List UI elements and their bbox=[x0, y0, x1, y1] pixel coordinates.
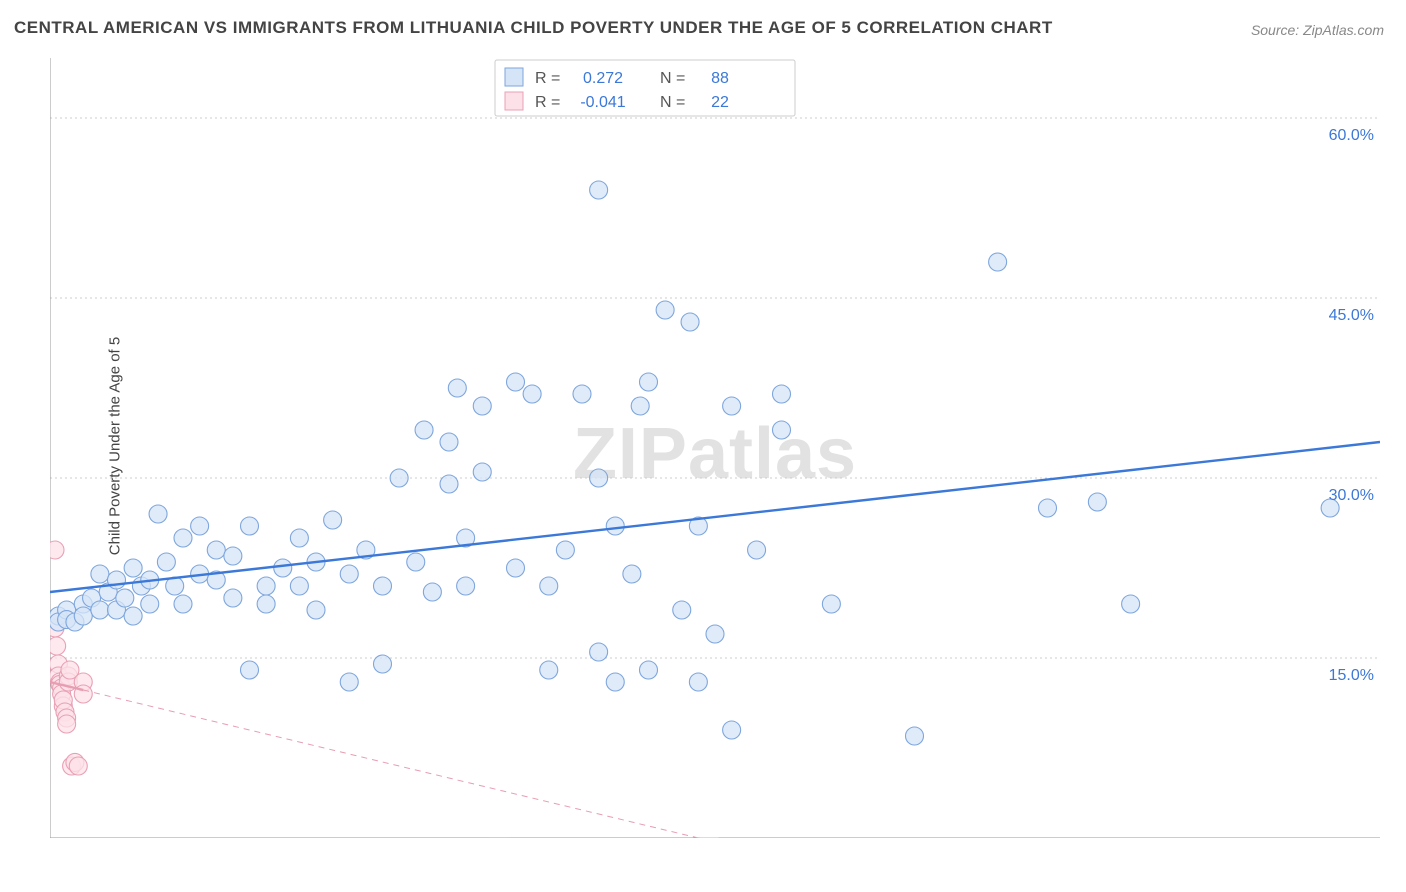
chart-svg: ZIPatlas 15.0%30.0%45.0%60.0% 0.0% 80.0%… bbox=[50, 58, 1380, 838]
data-point bbox=[1122, 595, 1140, 613]
data-point bbox=[415, 421, 433, 439]
data-point bbox=[274, 559, 292, 577]
data-point bbox=[590, 181, 608, 199]
data-point bbox=[116, 589, 134, 607]
data-point bbox=[50, 637, 66, 655]
data-point bbox=[989, 253, 1007, 271]
data-point bbox=[91, 601, 109, 619]
stats-n-blue: 88 bbox=[711, 70, 729, 87]
data-point bbox=[507, 559, 525, 577]
stats-n-pink: 22 bbox=[711, 94, 729, 111]
y-tick-label: 45.0% bbox=[1329, 307, 1374, 324]
y-tick-label: 60.0% bbox=[1329, 127, 1374, 144]
data-point bbox=[1088, 493, 1106, 511]
data-point bbox=[689, 673, 707, 691]
data-point bbox=[241, 661, 259, 679]
chart-title: CENTRAL AMERICAN VS IMMIGRANTS FROM LITH… bbox=[14, 18, 1053, 38]
data-point bbox=[540, 577, 558, 595]
data-point bbox=[623, 565, 641, 583]
data-point bbox=[174, 595, 192, 613]
data-point bbox=[723, 397, 741, 415]
data-point bbox=[681, 313, 699, 331]
data-point bbox=[91, 565, 109, 583]
data-point bbox=[523, 385, 541, 403]
data-point bbox=[224, 547, 242, 565]
data-point bbox=[50, 541, 64, 559]
data-point bbox=[723, 721, 741, 739]
data-point bbox=[241, 517, 259, 535]
correlation-stats-box: R = 0.272 N = 88 R = -0.041 N = 22 bbox=[495, 60, 795, 116]
data-point bbox=[390, 469, 408, 487]
data-point bbox=[473, 397, 491, 415]
data-point bbox=[257, 595, 275, 613]
data-point bbox=[191, 517, 209, 535]
stats-n-label-1: N = bbox=[660, 70, 685, 87]
data-point bbox=[631, 397, 649, 415]
stats-swatch-pink bbox=[505, 92, 523, 110]
trend-line-pink-dashed bbox=[83, 690, 698, 838]
data-point bbox=[69, 757, 87, 775]
data-point bbox=[440, 475, 458, 493]
data-point bbox=[124, 559, 142, 577]
data-point bbox=[673, 601, 691, 619]
data-point bbox=[473, 463, 491, 481]
data-point bbox=[74, 607, 92, 625]
data-point bbox=[773, 421, 791, 439]
data-point bbox=[556, 541, 574, 559]
watermark-text: ZIPatlas bbox=[573, 414, 857, 494]
chart-plot-area: ZIPatlas 15.0%30.0%45.0%60.0% 0.0% 80.0%… bbox=[50, 58, 1380, 838]
data-point bbox=[590, 643, 608, 661]
data-point bbox=[307, 601, 325, 619]
data-point bbox=[290, 529, 308, 547]
data-point bbox=[407, 553, 425, 571]
data-point bbox=[606, 673, 624, 691]
data-point bbox=[640, 373, 658, 391]
y-tick-label: 30.0% bbox=[1329, 487, 1374, 504]
data-point bbox=[507, 373, 525, 391]
stats-n-label-2: N = bbox=[660, 94, 685, 111]
data-point bbox=[906, 727, 924, 745]
data-point bbox=[1039, 499, 1057, 517]
data-point bbox=[141, 595, 159, 613]
stats-r-blue: 0.272 bbox=[583, 70, 623, 87]
data-point bbox=[157, 553, 175, 571]
data-point bbox=[457, 577, 475, 595]
data-point bbox=[207, 541, 225, 559]
data-point bbox=[540, 661, 558, 679]
data-point bbox=[340, 673, 358, 691]
stats-swatch-blue bbox=[505, 68, 523, 86]
data-point bbox=[573, 385, 591, 403]
data-point bbox=[606, 517, 624, 535]
data-point bbox=[124, 607, 142, 625]
data-point bbox=[590, 469, 608, 487]
y-tick-label: 15.0% bbox=[1329, 667, 1374, 684]
data-point bbox=[324, 511, 342, 529]
data-point bbox=[224, 589, 242, 607]
data-point bbox=[257, 577, 275, 595]
data-point bbox=[374, 577, 392, 595]
data-point bbox=[748, 541, 766, 559]
data-point bbox=[773, 385, 791, 403]
data-point bbox=[149, 505, 167, 523]
stats-r-pink: -0.041 bbox=[580, 94, 625, 111]
data-point bbox=[448, 379, 466, 397]
data-point bbox=[423, 583, 441, 601]
data-point bbox=[174, 529, 192, 547]
data-point bbox=[706, 625, 724, 643]
data-point bbox=[290, 577, 308, 595]
data-point bbox=[822, 595, 840, 613]
data-point bbox=[374, 655, 392, 673]
data-point bbox=[640, 661, 658, 679]
stats-r-label-2: R = bbox=[535, 94, 560, 111]
source-attribution: Source: ZipAtlas.com bbox=[1251, 22, 1384, 38]
data-point bbox=[440, 433, 458, 451]
data-point bbox=[340, 565, 358, 583]
data-point bbox=[656, 301, 674, 319]
stats-r-label-1: R = bbox=[535, 70, 560, 87]
data-point bbox=[58, 715, 76, 733]
